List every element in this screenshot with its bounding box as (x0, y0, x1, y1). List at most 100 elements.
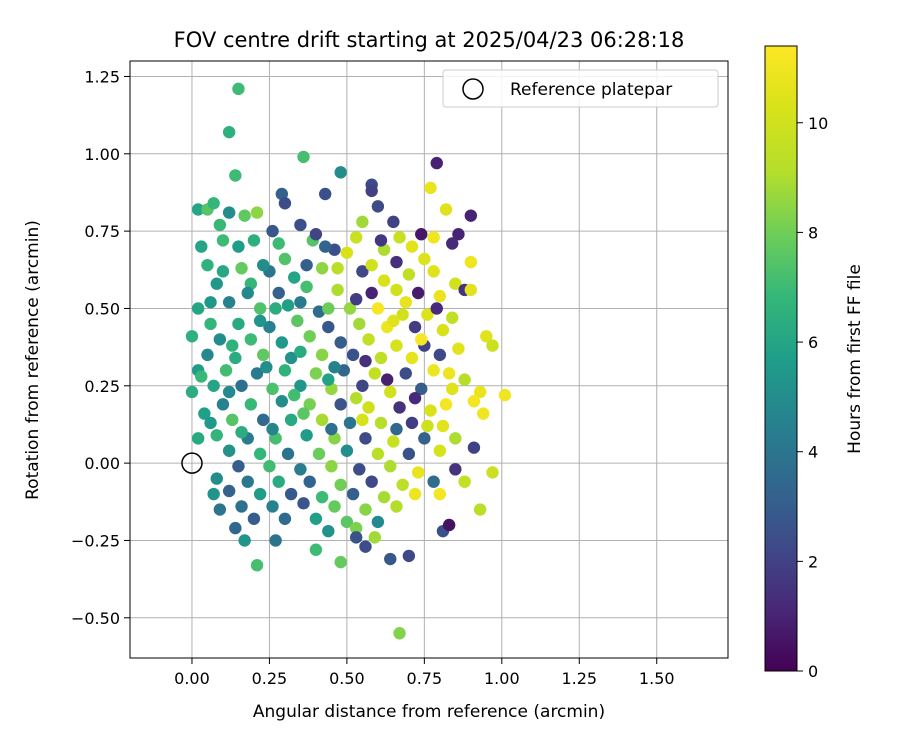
data-point (204, 296, 217, 309)
data-point (207, 197, 220, 210)
data-point (235, 425, 248, 439)
data-point (281, 299, 295, 312)
data-point (446, 311, 459, 324)
data-point (334, 478, 347, 491)
data-point (433, 487, 447, 501)
data-point (241, 286, 254, 300)
data-point (442, 518, 456, 532)
data-point (232, 317, 245, 331)
data-point (300, 258, 313, 272)
data-point (427, 265, 440, 278)
colorbar-tick-label: 0 (808, 662, 818, 681)
data-point (368, 531, 381, 544)
y-tick-label: 1.00 (84, 145, 120, 164)
data-point (303, 398, 316, 411)
data-point (266, 224, 279, 238)
data-point (201, 258, 214, 272)
data-point (195, 240, 208, 253)
plot-frame (129, 60, 729, 659)
data-point (393, 231, 406, 244)
data-point (421, 308, 434, 321)
data-point (421, 419, 434, 433)
colorbar-label: Hours from first FF file (845, 264, 865, 454)
x-tick-label: 0.00 (174, 669, 210, 688)
data-point (436, 419, 450, 433)
data-point (235, 379, 248, 392)
data-point (232, 82, 245, 96)
data-point (396, 478, 409, 491)
data-point (405, 416, 419, 430)
data-point (226, 413, 239, 427)
data-point (365, 286, 378, 300)
data-point (241, 475, 254, 488)
data-point (368, 367, 381, 380)
data-point (427, 231, 440, 244)
data-point (377, 274, 391, 287)
data-point (322, 302, 335, 315)
y-tick-label: −0.25 (71, 531, 120, 550)
data-point (288, 388, 301, 402)
data-point (272, 475, 285, 488)
data-point (232, 460, 245, 473)
data-point (222, 385, 236, 399)
data-point (253, 302, 267, 315)
data-point (201, 348, 214, 362)
data-point (229, 521, 242, 535)
data-point (446, 382, 459, 396)
data-point (253, 447, 267, 461)
data-point (238, 534, 251, 547)
data-point (213, 218, 227, 232)
data-point (402, 549, 416, 563)
data-point (275, 336, 289, 349)
data-point (359, 540, 372, 553)
data-point (204, 317, 217, 331)
x-tick-label: 0.50 (329, 669, 365, 688)
data-point (297, 497, 310, 510)
data-point (315, 413, 329, 427)
data-point (387, 215, 400, 229)
data-point (210, 472, 223, 485)
data-point (222, 125, 236, 139)
data-point (328, 500, 341, 513)
data-point (486, 466, 499, 479)
data-point (278, 197, 292, 210)
data-point (334, 166, 347, 179)
data-point (433, 289, 447, 303)
data-point (216, 234, 230, 247)
reference-marker-layer (181, 452, 203, 474)
data-point (418, 432, 431, 445)
data-point (322, 524, 335, 538)
data-point (353, 463, 366, 476)
chart-title: FOV centre drift starting at 2025/04/23 … (174, 28, 685, 52)
y-tick-label: 1.25 (84, 67, 120, 86)
y-tick-label: 0.25 (84, 377, 120, 396)
data-point (349, 531, 363, 544)
data-point (222, 206, 236, 219)
data-point (399, 296, 412, 309)
data-point (393, 627, 406, 640)
data-point (436, 323, 450, 337)
data-point (334, 336, 347, 349)
data-point (260, 361, 273, 374)
data-point (331, 262, 344, 275)
y-axis-label: Rotation from reference (arcmin) (23, 220, 43, 500)
data-point (387, 314, 400, 328)
data-point (309, 367, 323, 380)
data-point (384, 552, 397, 566)
data-point (458, 373, 471, 386)
data-point (294, 345, 307, 358)
data-point (402, 447, 416, 461)
data-point (250, 206, 264, 219)
data-point (185, 385, 199, 399)
data-points (185, 82, 512, 640)
y-axis-ticks: −0.50 −0.25 0.00 0.25 0.50 0.75 1.00 1.25 (71, 67, 130, 628)
data-point (284, 487, 298, 501)
data-point (433, 348, 447, 362)
data-point (340, 515, 354, 529)
data-point (309, 228, 323, 241)
data-point (297, 407, 310, 420)
data-point (235, 500, 248, 513)
data-point (257, 348, 270, 362)
data-point (405, 240, 419, 253)
